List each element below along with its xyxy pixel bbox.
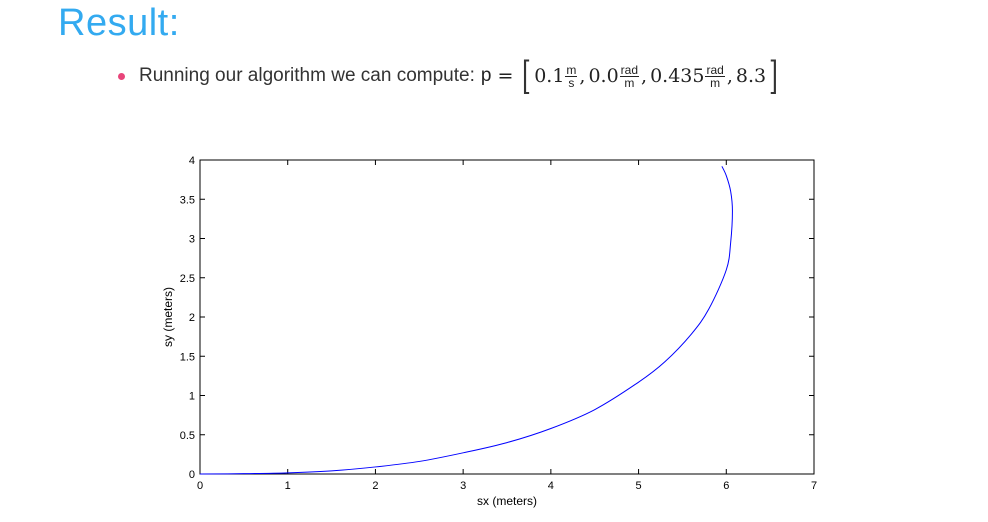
bullet-line: Running our algorithm we can compute: p … [118, 56, 781, 96]
y-axis-label: sy (meters) [161, 287, 175, 347]
y-tick-label: 0 [189, 469, 195, 481]
y-tick-label: 0.5 [180, 430, 195, 442]
y-tick-label: 3.5 [180, 194, 195, 206]
unit-denominator: m [710, 75, 721, 90]
equation-term-value: 0.435 [650, 65, 705, 87]
bullet-text: Running our algorithm we can compute: [139, 65, 475, 86]
unit-denominator: m [624, 75, 635, 90]
x-tick-label: 7 [811, 480, 817, 492]
y-tick-label: 4 [189, 155, 195, 167]
x-tick-label: 4 [548, 480, 554, 492]
y-tick-label: 2 [189, 312, 195, 324]
x-tick-label: 6 [723, 480, 729, 492]
unit-denominator: s [568, 75, 575, 90]
y-tick-label: 1 [189, 391, 195, 403]
x-tick-label: 2 [372, 480, 378, 492]
equation-equals: = [497, 65, 514, 87]
unit-numerator: rad [705, 62, 725, 77]
equation-term: 8.3 [736, 65, 766, 87]
unit-numerator: m [565, 62, 578, 77]
x-tick-label: 1 [285, 480, 291, 492]
equation-variable: p [480, 65, 492, 86]
x-tick-label: 5 [636, 480, 642, 492]
equation-terms: 0.1 m s, 0.0 rad m, 0.435 rad m, 8.3 [534, 64, 766, 89]
equation-term-value: 0.1 [534, 65, 565, 87]
equation-term: 0.0 rad m, [588, 64, 650, 89]
slide-title: Result: [58, 2, 180, 44]
equation-term: 0.1 m s, [534, 64, 588, 89]
plot-frame [199, 159, 815, 475]
y-tick-label: 2.5 [180, 273, 195, 285]
equation-close-bracket: ] [769, 54, 778, 98]
equation-term-unit: rad m [619, 62, 640, 90]
series-line [199, 166, 733, 475]
equation-term-value: 0.0 [588, 65, 619, 87]
unit-numerator: rad [619, 62, 640, 77]
x-axis-label: sx (meters) [477, 494, 537, 508]
equation-term-value: 8.3 [735, 65, 767, 87]
equation-separator: , [726, 65, 733, 87]
parameter-equation: p = [ 0.1 m s, 0.0 rad m, 0.435 rad m, 8.3 ] [480, 54, 781, 98]
equation-separator: , [579, 65, 586, 87]
y-tick-label: 3 [189, 234, 195, 246]
x-tick-label: 0 [197, 480, 203, 492]
x-tick-label: 3 [460, 480, 466, 492]
equation-term-unit: rad m [705, 62, 725, 90]
equation-separator: , [641, 65, 648, 87]
equation-open-bracket: [ [522, 54, 532, 98]
equation-term: 0.435 rad m, [650, 64, 736, 89]
bullet-dot-icon [118, 72, 125, 80]
y-tick-label: 1.5 [180, 351, 195, 363]
